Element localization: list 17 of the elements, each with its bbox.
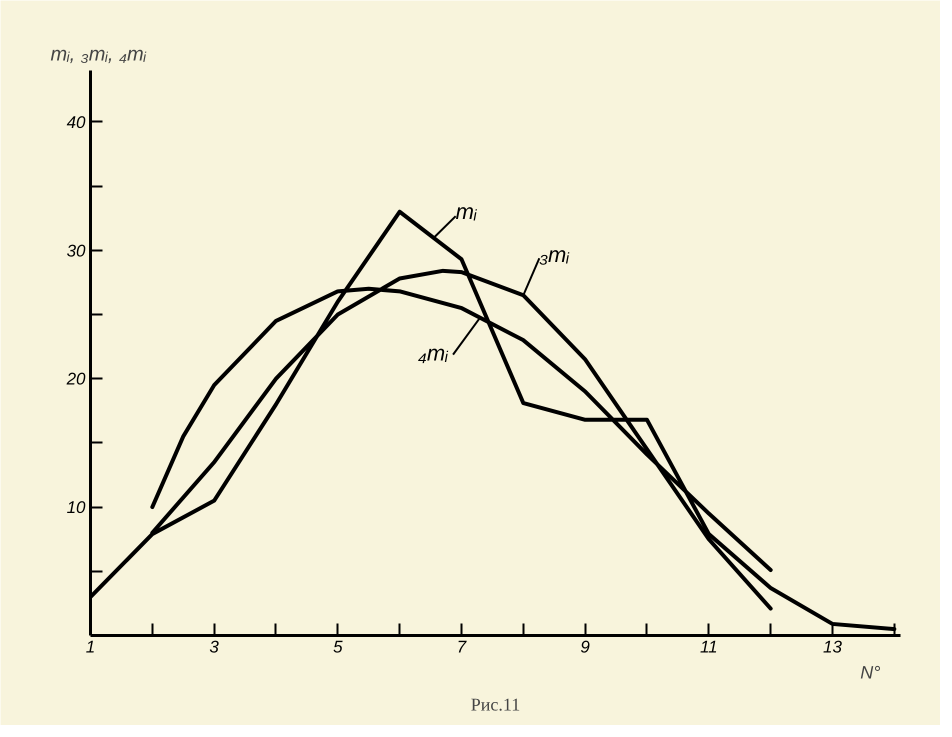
series-label: ₃mᵢ (539, 242, 570, 268)
y-axis-title: mᵢ, ₃mᵢ, ₄mᵢ (50, 44, 147, 66)
x-tick-label: 9 (580, 638, 590, 656)
y-tick-label: 20 (66, 370, 86, 389)
x-axis-title: N° (860, 662, 881, 682)
y-tick-label: 40 (66, 112, 86, 132)
x-tick-label: 3 (209, 638, 220, 656)
x-tick-label: 1 (86, 638, 96, 656)
y-tick-label: 30 (66, 241, 86, 260)
series-label: mᵢ (456, 198, 477, 224)
x-tick-label: 13 (823, 638, 842, 656)
text: Рис.11 (470, 694, 520, 714)
x-tick-label: 7 (456, 638, 467, 656)
x-tick-label: 5 (333, 638, 344, 656)
series-label: ₄mᵢ (418, 340, 448, 366)
y-tick-label: 10 (66, 498, 86, 518)
x-tick-label: 11 (700, 638, 718, 656)
